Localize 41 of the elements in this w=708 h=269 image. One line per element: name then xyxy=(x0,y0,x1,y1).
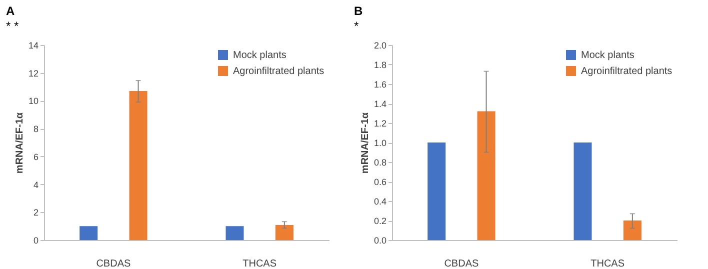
bar xyxy=(226,226,244,240)
x-tick-label: CBDAS xyxy=(444,258,479,269)
bar xyxy=(129,90,148,240)
y-tick-label: 0.8 xyxy=(374,158,386,168)
text: * xyxy=(354,19,359,33)
legend-label: Mock plants xyxy=(233,50,286,61)
y-tick-label: 2 xyxy=(33,208,38,218)
y-tick-label: 10 xyxy=(28,96,38,106)
y-tick-label: 1.6 xyxy=(374,80,386,90)
legend-label: Agroinfiltrated plants xyxy=(233,66,324,77)
bar xyxy=(428,142,446,240)
y-tick-label: 12 xyxy=(28,68,38,78)
bar xyxy=(275,224,294,240)
y-tick-label: 0.0 xyxy=(374,236,386,246)
text: * * xyxy=(6,19,20,33)
y-tick-label: 0.2 xyxy=(374,216,386,226)
legend-label: Mock plants xyxy=(581,50,634,61)
y-axis-title: mRNA/EF-1α xyxy=(360,112,371,174)
bar xyxy=(80,226,98,240)
bar xyxy=(623,220,642,240)
bar xyxy=(574,142,592,240)
y-axis-title: mRNA/EF-1α xyxy=(14,112,26,174)
bar xyxy=(477,111,496,240)
chart-title: A xyxy=(6,4,15,18)
chart-title: B xyxy=(354,4,363,18)
y-tick-label: 2.0 xyxy=(374,40,386,50)
y-tick-label: 14 xyxy=(28,40,38,50)
y-tick-label: 1.4 xyxy=(374,99,386,109)
y-tick-label: 6 xyxy=(33,152,38,162)
y-tick-label: 0.4 xyxy=(374,196,386,206)
legend-label: Agroinfiltrated plants xyxy=(581,66,672,77)
x-tick-label: THCAS xyxy=(242,258,277,269)
y-tick-label: 1.0 xyxy=(374,138,386,148)
x-tick-label: CBDAS xyxy=(96,258,131,269)
y-tick-label: 1.8 xyxy=(374,60,386,70)
y-tick-label: 8 xyxy=(33,124,38,134)
y-tick-label: 1.2 xyxy=(374,118,386,128)
y-tick-label: 0 xyxy=(33,236,38,246)
x-tick-label: THCAS xyxy=(590,258,625,269)
y-tick-label: 4 xyxy=(33,180,38,190)
y-tick-label: 0.6 xyxy=(374,177,386,187)
